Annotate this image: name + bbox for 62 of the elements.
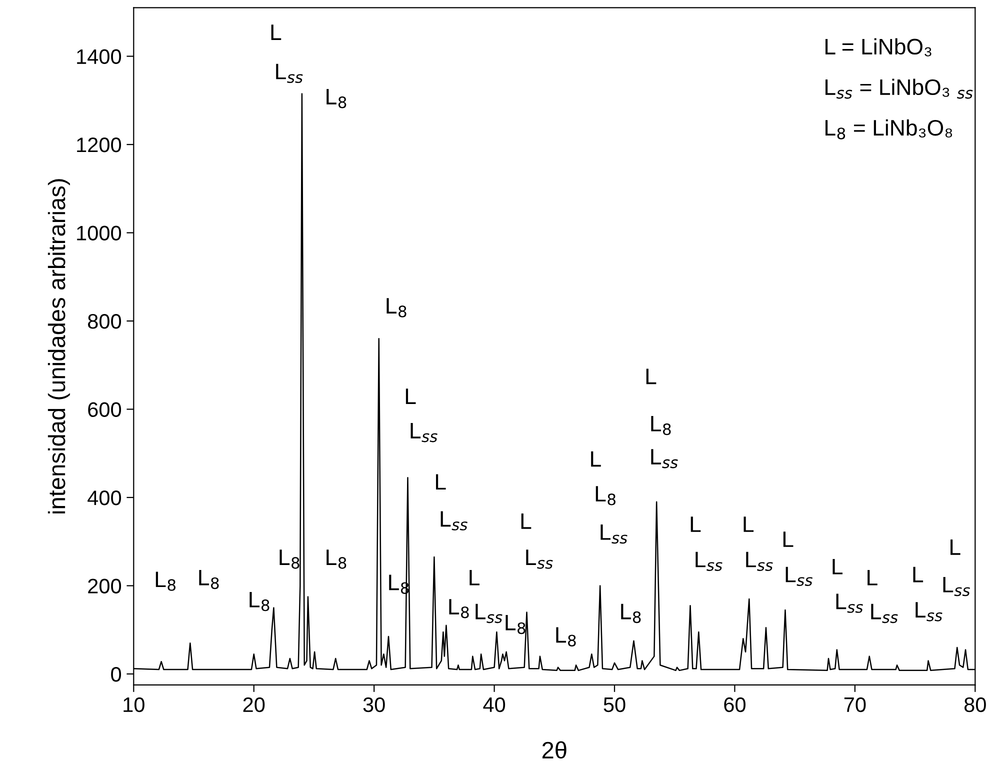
annotation: L — [406, 388, 416, 404]
y-tick-label: 1400 — [77, 49, 122, 64]
y-tick-label: 200 — [88, 578, 122, 594]
annotation: L$_{ss}$ — [746, 552, 773, 572]
annotation: L$_{8}$ — [326, 89, 346, 108]
annotation: L — [271, 24, 282, 40]
annotation: L — [591, 451, 601, 467]
annotation: L$_{ss}$ — [696, 552, 722, 572]
y-tick-label: 600 — [88, 402, 122, 417]
annotation: L$_{8}$ — [156, 572, 176, 591]
annotation: L$_{ss}$ — [476, 604, 502, 624]
x-tick-label: 30 — [363, 697, 385, 712]
x-axis-title: 2θ — [542, 741, 566, 759]
annotation: L$_{ss}$ — [651, 449, 678, 468]
annotation: L$_{ss}$ — [786, 566, 812, 586]
y-tick-label: 1200 — [77, 138, 122, 152]
annotation: L — [783, 532, 794, 547]
annotation: L$_{ss}$ — [526, 550, 553, 569]
annotation: L$_{ss}$ = LiNbO₃ $_{ss}$ — [826, 78, 973, 99]
annotation: L$_{8}$ = LiNb₃O₈ — [826, 119, 952, 140]
annotation: L — [913, 566, 924, 582]
annotation: L$_{8}$ — [651, 416, 671, 436]
y-axis-title: intensidad (unidades arbitrarias) — [48, 179, 70, 514]
annotation: L$_{ss}$ — [410, 423, 438, 442]
annotation: L$_{ss}$ — [836, 594, 863, 613]
annotation: L — [868, 570, 878, 586]
annotation: L$_{8}$ — [506, 614, 526, 634]
x-tick-label: 70 — [844, 697, 866, 712]
y-tick-label: 800 — [88, 314, 122, 329]
y-tick-label: 1000 — [77, 226, 122, 241]
annotation: L$_{8}$ — [621, 604, 641, 624]
annotation: L — [521, 514, 532, 529]
annotation: L$_{ss}$ — [916, 602, 942, 622]
y-tick-label: 0 — [111, 666, 122, 682]
annotation: L — [470, 570, 480, 586]
annotation: L$_{ss}$ — [440, 511, 468, 530]
annotation: L = LiNbO₃ — [826, 38, 932, 56]
annotation: L$_{8}$ — [596, 486, 616, 506]
annotation: L$_{8}$ — [449, 599, 469, 618]
annotation: L$_{8}$ — [199, 570, 219, 590]
annotation: L$_{8}$ — [386, 298, 406, 318]
annotation: L — [690, 516, 701, 532]
x-tick-label: 60 — [724, 697, 746, 712]
annotation: L$_{8}$ — [250, 592, 270, 612]
annotation: L$_{ss}$ — [600, 524, 628, 544]
x-tick-label: 20 — [243, 697, 265, 712]
annotation: L$_{ss}$ — [871, 604, 898, 624]
annotation: L$_{ss}$ — [943, 577, 970, 596]
x-tick-label: 40 — [483, 697, 506, 712]
annotation: L$_{8}$ — [556, 627, 576, 646]
y-tick-label: 400 — [88, 490, 122, 506]
annotation: L$_{ss}$ — [276, 64, 303, 84]
annotation: L — [646, 368, 656, 384]
annotation: L — [744, 516, 754, 532]
annotation: L — [950, 540, 960, 555]
annotation: L$_{8}$ — [326, 550, 346, 569]
x-tick-label: 80 — [964, 697, 986, 712]
annotation: L$_{8}$ — [280, 550, 300, 569]
annotation: L — [436, 474, 446, 490]
annotation: L — [832, 558, 843, 574]
x-tick-label: 50 — [604, 697, 626, 712]
x-tick-label: 10 — [124, 697, 144, 712]
